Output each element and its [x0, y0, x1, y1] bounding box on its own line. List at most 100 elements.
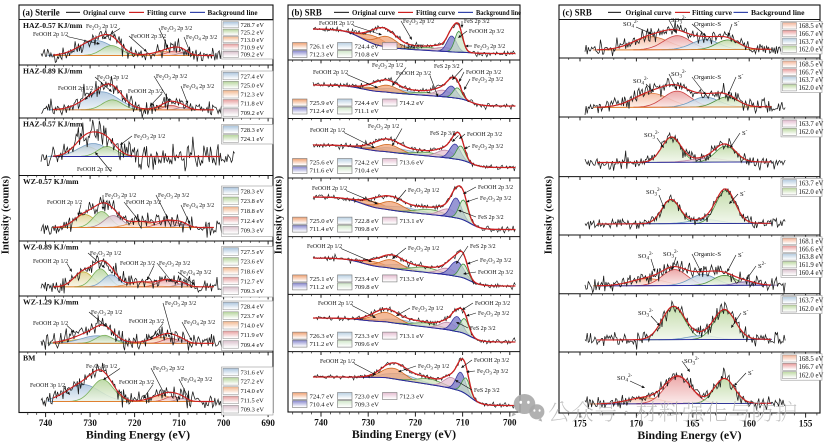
svg-text:S-: S-	[734, 19, 740, 28]
svg-text:712.3 eV: 712.3 eV	[400, 394, 425, 401]
svg-text:714.0 eV: 714.0 eV	[241, 388, 265, 395]
svg-text:FeOOH 2p 1/2: FeOOH 2p 1/2	[33, 321, 68, 327]
svg-text:S-: S-	[738, 72, 744, 81]
svg-text:723.6 eV: 723.6 eV	[241, 259, 265, 266]
svg-text:711.5 eV: 711.5 eV	[241, 397, 265, 404]
svg-text:Fe2O3 2p 3/2: Fe2O3 2p 3/2	[478, 311, 509, 317]
svg-text:724.4 eV: 724.4 eV	[355, 44, 380, 51]
svg-text:710.9 eV: 710.9 eV	[241, 44, 265, 51]
svg-text:Fe3O4 2p 3/2: Fe3O4 2p 3/2	[181, 377, 212, 383]
svg-text:168.5 eV: 168.5 eV	[799, 356, 824, 363]
svg-text:709.3 eV: 709.3 eV	[355, 402, 380, 409]
svg-text:724.2 eV: 724.2 eV	[355, 160, 380, 167]
svg-text:FeS 2p 3/2: FeS 2p 3/2	[434, 64, 460, 70]
svg-text:740: 740	[314, 418, 328, 428]
svg-text:713.1 eV: 713.1 eV	[400, 218, 425, 225]
svg-text:162.0 eV: 162.0 eV	[799, 306, 824, 313]
svg-text:711.4 eV: 711.4 eV	[310, 226, 334, 233]
svg-text:163.7 eV: 163.7 eV	[799, 298, 824, 305]
svg-text:718.8 eV: 718.8 eV	[241, 208, 265, 215]
svg-text:SO42-: SO42-	[638, 251, 654, 261]
svg-text:170: 170	[630, 419, 644, 429]
svg-text:Fe3O4 2p 3/2: Fe3O4 2p 3/2	[183, 203, 214, 209]
svg-text:Organic-S: Organic-S	[694, 21, 721, 28]
svg-text:Background line: Background line	[208, 8, 259, 17]
svg-text:163.7 eV: 163.7 eV	[799, 181, 824, 188]
svg-text:Fe2O3 2p 3/2: Fe2O3 2p 3/2	[159, 261, 190, 267]
svg-text:S-: S-	[742, 128, 748, 137]
svg-text:FeOOH 2p 3/2: FeOOH 2p 3/2	[128, 89, 163, 95]
svg-text:FeOOH 2p 3/2: FeOOH 2p 3/2	[396, 71, 431, 77]
svg-text:166.7 eV: 166.7 eV	[799, 31, 824, 38]
svg-text:709.4 eV: 709.4 eV	[241, 342, 265, 349]
svg-text:713.0 eV: 713.0 eV	[241, 37, 265, 44]
svg-text:SO32-: SO32-	[671, 15, 687, 25]
svg-text:FeOOH 2p 3/2: FeOOH 2p 3/2	[126, 200, 161, 206]
svg-text:712.3 eV: 712.3 eV	[241, 92, 265, 99]
svg-text:155: 155	[799, 419, 813, 429]
svg-text:725.6 eV: 725.6 eV	[310, 160, 335, 167]
svg-text:700: 700	[503, 418, 517, 428]
svg-text:162.0 eV: 162.0 eV	[799, 373, 824, 380]
svg-text:BM: BM	[23, 353, 36, 362]
svg-text:Fe2O3 2p 3/2: Fe2O3 2p 3/2	[161, 26, 192, 32]
svg-text:Binding Energy (eV): Binding Energy (eV)	[86, 428, 190, 442]
svg-text:FeOOH 2p 1/2: FeOOH 2p 1/2	[312, 186, 347, 192]
svg-text:Fe2O3 2p 1/2: Fe2O3 2p 1/2	[408, 246, 439, 252]
svg-text:709.8 eV: 709.8 eV	[355, 226, 380, 233]
svg-text:165: 165	[686, 419, 700, 429]
svg-text:Intensity (counts): Intensity (counts)	[544, 175, 555, 254]
svg-text:725.0 eV: 725.0 eV	[241, 83, 265, 90]
svg-text:727.2 eV: 727.2 eV	[241, 379, 265, 386]
svg-text:HAZ-0.57 KJ/mm: HAZ-0.57 KJ/mm	[23, 119, 83, 128]
svg-text:Original curve: Original curve	[626, 8, 673, 17]
svg-text:160: 160	[742, 419, 756, 429]
svg-text:714.0 eV: 714.0 eV	[241, 323, 265, 330]
svg-text:166.7 eV: 166.7 eV	[799, 364, 824, 371]
svg-text:711.2 eV: 711.2 eV	[310, 341, 334, 348]
svg-text:Original curve: Original curve	[83, 8, 126, 17]
svg-text:709.6 eV: 709.6 eV	[355, 341, 380, 348]
svg-text:724.7 eV: 724.7 eV	[310, 394, 335, 401]
svg-text:711.9 eV: 711.9 eV	[241, 332, 265, 339]
svg-text:Background line: Background line	[476, 8, 522, 17]
svg-text:162.0 eV: 162.0 eV	[799, 189, 824, 196]
svg-text:709.3 eV: 709.3 eV	[241, 228, 265, 235]
svg-text:Fe2O3 2p 1/2: Fe2O3 2p 1/2	[368, 124, 399, 130]
svg-text:725.2 eV: 725.2 eV	[241, 30, 265, 37]
svg-text:723.7 eV: 723.7 eV	[241, 313, 265, 320]
svg-text:Fe2O3 2p 3/2: Fe2O3 2p 3/2	[480, 258, 511, 264]
svg-text:Organic-S: Organic-S	[694, 251, 721, 258]
svg-text:714.0 eV: 714.0 eV	[400, 44, 425, 51]
svg-text:FeS 2p 3/2: FeS 2p 3/2	[470, 244, 496, 250]
svg-text:725.1 eV: 725.1 eV	[310, 276, 335, 283]
svg-text:168.5 eV: 168.5 eV	[799, 62, 824, 69]
svg-text:FeOOH 2p 3/2: FeOOH 2p 3/2	[475, 301, 510, 307]
svg-text:162.0 eV: 162.0 eV	[799, 47, 824, 54]
svg-text:712.7 eV: 712.7 eV	[241, 278, 265, 285]
svg-text:711.8 eV: 711.8 eV	[241, 101, 265, 108]
svg-text:(c) SRB: (c) SRB	[563, 8, 592, 18]
svg-text:(b) SRB: (b) SRB	[292, 8, 322, 18]
svg-text:FeOOH 2p 3/2: FeOOH 2p 3/2	[466, 70, 501, 76]
svg-text:FeOOH 2p 1/2: FeOOH 2p 1/2	[310, 128, 345, 134]
svg-text:725.9 eV: 725.9 eV	[310, 100, 335, 107]
svg-text:SO32-: SO32-	[646, 187, 662, 197]
svg-text:726.1 eV: 726.1 eV	[310, 44, 335, 51]
svg-text:712.3 eV: 712.3 eV	[310, 52, 335, 59]
svg-text:SO42-: SO42-	[623, 19, 639, 29]
svg-text:FeS 2p 3/2: FeS 2p 3/2	[474, 388, 500, 394]
svg-text:FeS 2p 3/2: FeS 2p 3/2	[470, 326, 496, 332]
svg-text:WZ-1.29 KJ/mm: WZ-1.29 KJ/mm	[23, 297, 79, 306]
svg-text:163.7 eV: 163.7 eV	[799, 121, 824, 128]
svg-text:FeOOH 2p 1/2: FeOOH 2p 1/2	[319, 21, 354, 27]
svg-text:168.5 eV: 168.5 eV	[799, 23, 824, 30]
svg-text:S2-: S2-	[758, 261, 766, 270]
svg-text:FeOOH 2p 3/2: FeOOH 2p 3/2	[120, 261, 155, 267]
svg-text:Fe3O4 2p 3/2: Fe3O4 2p 3/2	[186, 35, 217, 41]
svg-text:713.3 eV: 713.3 eV	[400, 276, 425, 283]
svg-text:161.9 eV: 161.9 eV	[799, 262, 824, 269]
svg-text:Organic-S: Organic-S	[694, 74, 721, 81]
svg-text:710.4 eV: 710.4 eV	[355, 168, 380, 175]
svg-text:713.1 eV: 713.1 eV	[400, 333, 425, 340]
